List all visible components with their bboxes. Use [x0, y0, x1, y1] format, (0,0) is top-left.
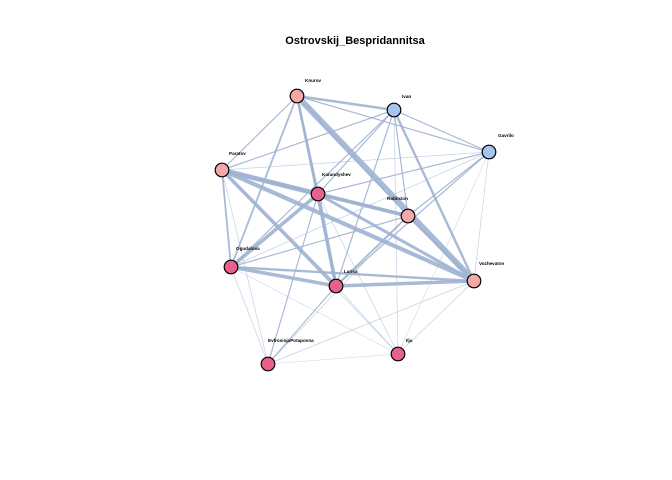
edge-gavrilo-karandyshev — [317, 151, 490, 195]
edge-karandyshev-larisa — [316, 192, 338, 288]
node-circle — [223, 259, 239, 275]
edge-knurov-gavrilo — [296, 95, 490, 153]
edge-larisa-ilja — [335, 285, 399, 355]
node-evfrosinjapotapovna: EvfrosinjaPotapovna — [260, 338, 314, 372]
node-layer: Knurov Ivan Gavrilo Paratov Karandyshev Robin… — [214, 78, 514, 372]
node-circle — [466, 273, 482, 289]
edge-ivan-ilja — [393, 109, 399, 355]
edge-knurov-paratov — [221, 95, 298, 171]
node-circle — [328, 278, 344, 294]
node-label: EvfrosinjaPotapovna — [268, 338, 314, 343]
node-circle — [386, 102, 402, 118]
edge-paratov-ogudalova — [221, 169, 232, 268]
edge-larisa-evfrosinjapotapovna — [267, 285, 337, 365]
node-label: Karandyshev — [322, 172, 351, 177]
node-circle — [481, 144, 497, 160]
node-karandyshev: Karandyshev — [310, 172, 351, 202]
edge-larisa-vozhevatov — [334, 279, 476, 288]
node-label: Robinzon — [387, 196, 408, 201]
node-circle — [310, 186, 326, 202]
node-ilja: Ilja — [390, 338, 413, 362]
node-label: Ilja — [406, 338, 413, 343]
edge-ivan-larisa — [335, 109, 395, 287]
node-robinzon: Robinzon — [387, 196, 416, 224]
edge-gavrilo-vozhevatov — [473, 151, 490, 282]
node-knurov: Knurov — [289, 78, 322, 104]
edge-layer — [219, 93, 490, 365]
edge-karandyshev-vozhevatov — [316, 192, 476, 283]
node-circle — [214, 162, 230, 178]
node-label: Ivan — [402, 94, 411, 99]
edge-vozhevatov-evfrosinjapotapovna — [267, 280, 475, 365]
edge-karandyshev-robinzon — [316, 192, 410, 218]
edge-gavrilo-paratov — [221, 151, 490, 171]
edge-evfrosinjapotapovna-ilja — [267, 353, 399, 365]
node-label: Paratov — [229, 151, 246, 156]
edge-robinzon-ogudalova — [230, 215, 409, 268]
edge-gavrilo-robinzon — [407, 151, 490, 217]
edge-gavrilo-ilja — [397, 151, 490, 355]
node-circle — [400, 208, 416, 224]
edge-ogudalova-larisa — [229, 265, 338, 288]
edge-ivan-robinzon — [393, 109, 409, 217]
node-label: Larisa — [344, 269, 358, 274]
node-gavrilo: Gavrilo — [481, 133, 514, 160]
edge-knurov-ivan — [295, 94, 396, 112]
node-vozhevatov: Vozhevatov — [466, 261, 505, 289]
node-label: Gavrilo — [498, 133, 514, 138]
edge-ivan-ogudalova — [230, 109, 395, 268]
node-ivan: Ivan — [386, 94, 411, 118]
edge-gavrilo-ogudalova — [230, 151, 490, 268]
edge-ivan-gavrilo — [393, 109, 490, 153]
graph-title: Ostrovskij_Bespridannitsa — [285, 35, 425, 47]
node-circle — [289, 88, 305, 104]
node-larisa: Larisa — [328, 269, 358, 294]
edge-karandyshev-ogudalova — [229, 192, 320, 269]
node-circle — [390, 346, 406, 362]
node-circle — [260, 356, 276, 372]
edge-robinzon-vozhevatov — [406, 214, 476, 283]
edge-ogudalova-evfrosinjapotapovna — [230, 266, 269, 365]
node-label: Vozhevatov — [479, 261, 505, 266]
edge-ivan-paratov — [221, 109, 395, 171]
node-paratov: Paratov — [214, 151, 246, 178]
edge-vozhevatov-ilja — [397, 280, 475, 355]
edge-ogudalova-vozhevatov — [229, 265, 476, 283]
node-label: Knurov — [305, 78, 322, 83]
edge-ivan-karandyshev — [317, 109, 395, 195]
node-ogudalova: Ogudalova — [223, 246, 260, 275]
edge-paratov-vozhevatov — [219, 167, 477, 284]
node-label: Ogudalova — [236, 246, 260, 251]
